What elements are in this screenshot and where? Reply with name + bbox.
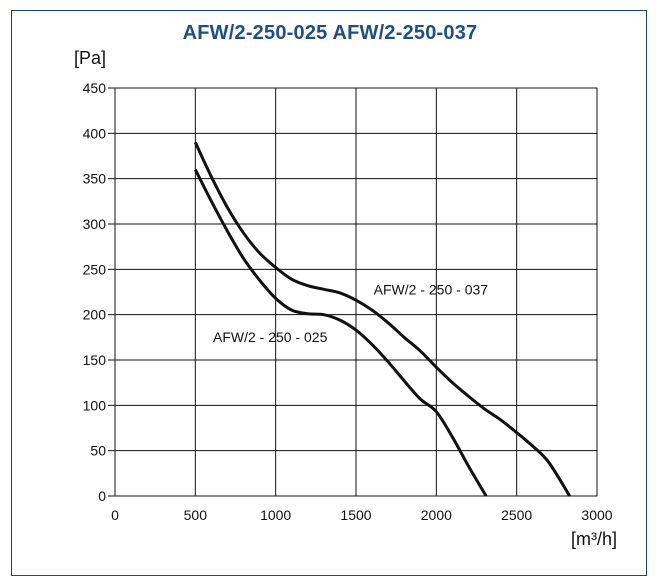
curve-label-0: AFW/2 - 250 - 037 — [374, 282, 489, 298]
series-curves — [193, 141, 571, 497]
x-tick-label: 0 — [111, 507, 119, 523]
tick-labels: 0 500 1000 1500 2000 2500 3000 0 50 100 150 200 250 3… — [83, 80, 613, 523]
chart-title: AFW/2-250-025 AFW/2-250-037 — [182, 22, 478, 44]
y-tick-label: 350 — [83, 171, 107, 187]
y-tick-label: 300 — [83, 216, 107, 232]
y-axis-label: [Pa] — [74, 48, 106, 68]
y-tick-label: 250 — [83, 261, 107, 277]
y-tick-label: 200 — [83, 307, 107, 323]
x-axis-label: [m³/h] — [571, 529, 617, 549]
x-tick-label: 2000 — [421, 507, 452, 523]
curve-annotations: AFW/2 - 250 - 037 AFW/2 - 250 - 025 — [213, 282, 488, 345]
chart-frame — [11, 10, 647, 576]
y-tick-label: 450 — [83, 80, 107, 96]
series-line-1 — [193, 141, 571, 497]
y-tick-label: 100 — [83, 397, 107, 413]
y-tick-label: 50 — [90, 443, 106, 459]
y-tick-label: 150 — [83, 352, 107, 368]
x-tick-label: 2500 — [501, 507, 532, 523]
series-line-0 — [193, 168, 488, 497]
x-tick-label: 1000 — [260, 507, 291, 523]
x-tick-label: 1500 — [340, 507, 371, 523]
y-tick-label: 400 — [83, 125, 107, 141]
x-tick-label: 3000 — [581, 507, 612, 523]
grid-lines — [108, 87, 598, 497]
y-tick-label: 0 — [98, 488, 106, 504]
x-tick-label: 500 — [184, 507, 208, 523]
curve-label-1: AFW/2 - 250 - 025 — [213, 329, 328, 345]
